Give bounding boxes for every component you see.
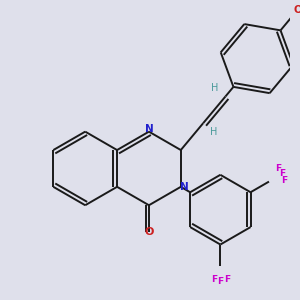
Text: H: H [210, 127, 217, 137]
Text: F: F [217, 277, 224, 286]
Text: F: F [281, 176, 287, 185]
Text: O: O [293, 4, 300, 14]
Text: F: F [211, 275, 217, 284]
Text: F: F [275, 164, 281, 173]
Text: F: F [224, 275, 230, 284]
Text: F: F [279, 169, 286, 178]
Text: O: O [144, 227, 154, 237]
Text: N: N [145, 124, 153, 134]
Text: N: N [180, 182, 189, 192]
Text: H: H [211, 83, 219, 93]
